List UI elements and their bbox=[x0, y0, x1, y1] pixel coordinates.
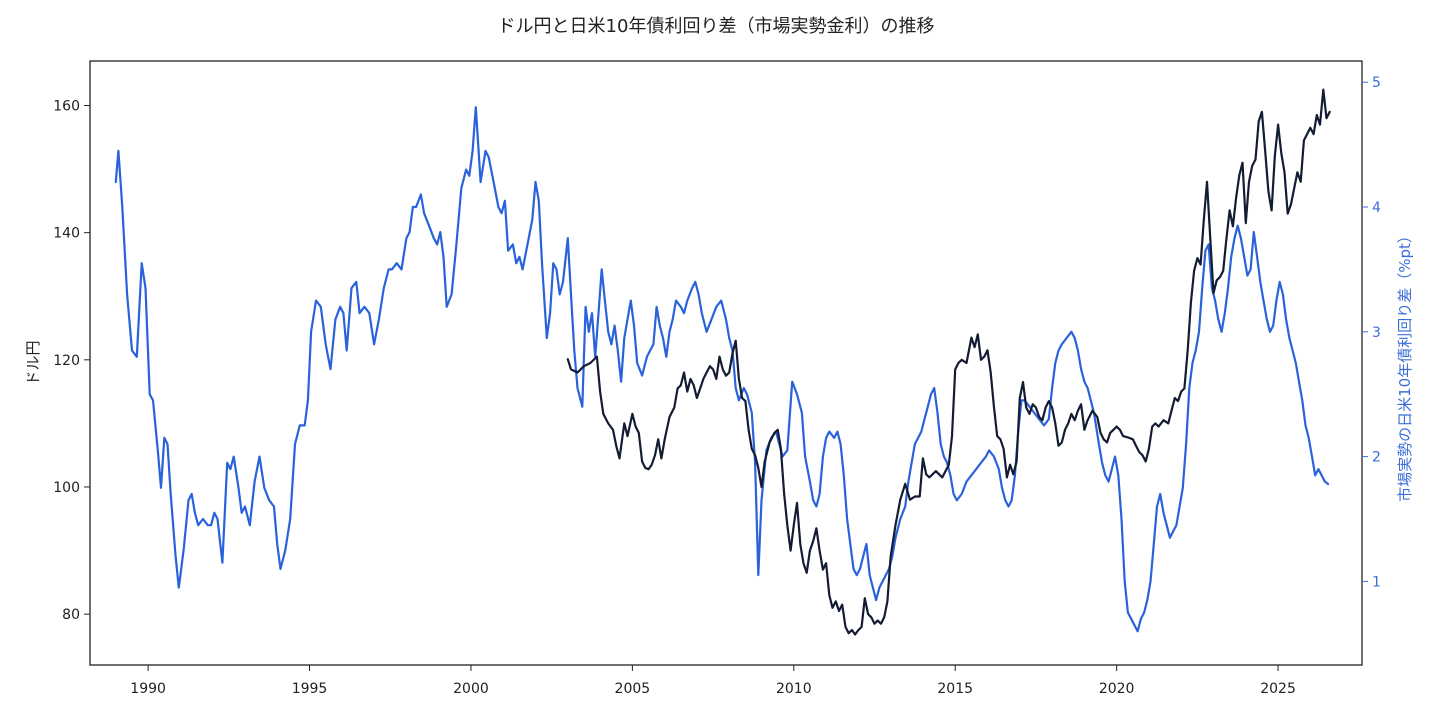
x-tick-label: 2010 bbox=[776, 681, 812, 697]
y-left-tick-label: 120 bbox=[53, 353, 80, 369]
x-tick-label: 2015 bbox=[937, 681, 973, 697]
y-right-tick-label: 1 bbox=[1372, 574, 1381, 590]
x-tick-label: 1990 bbox=[130, 681, 166, 697]
y-left-tick-label: 160 bbox=[53, 99, 80, 115]
series-line-right bbox=[114, 106, 1330, 633]
series-layer bbox=[114, 88, 1331, 636]
y-left-tick-label: 140 bbox=[53, 226, 80, 242]
x-tick-label: 2020 bbox=[1099, 681, 1135, 697]
series-line-left bbox=[566, 88, 1331, 636]
y-right-tick-label: 4 bbox=[1372, 200, 1381, 216]
y-left-tick-label: 100 bbox=[53, 480, 80, 496]
y-right-tick-label: 2 bbox=[1372, 450, 1381, 466]
y-right-tick-label: 5 bbox=[1372, 75, 1381, 91]
y-axis-left: 80 100 120 140 160 bbox=[53, 99, 90, 623]
x-tick-label: 1995 bbox=[292, 681, 328, 697]
y-right-tick-label: 3 bbox=[1372, 325, 1381, 341]
y-axis-left-label: ドル円 bbox=[24, 340, 42, 385]
x-tick-label: 2005 bbox=[615, 681, 651, 697]
x-tick-label: 2000 bbox=[453, 681, 489, 697]
y-left-tick-label: 80 bbox=[62, 607, 80, 623]
plot-area bbox=[89, 60, 1363, 666]
y-axis-right-label: 市場実勢の日米10年債利回り差（%pt） bbox=[1396, 228, 1414, 502]
x-axis: 1990 1995 2000 2005 2010 2015 2020 2025 bbox=[130, 665, 1296, 697]
chart-title: ドル円と日米10年債利回り差（市場実勢金利）の推移 bbox=[498, 16, 935, 37]
y-axis-right: 1 2 3 4 5 bbox=[1362, 75, 1381, 590]
x-tick-label: 2025 bbox=[1260, 681, 1296, 697]
